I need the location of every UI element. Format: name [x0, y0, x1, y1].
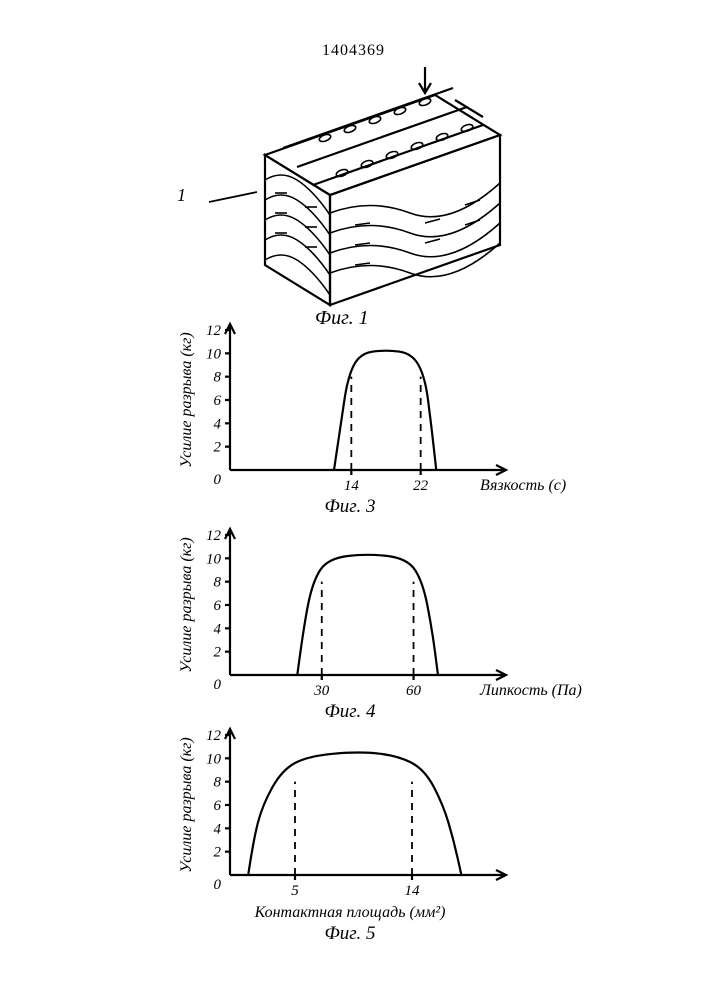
svg-text:4: 4	[214, 416, 222, 432]
svg-text:Фиг. 4: Фиг. 4	[325, 701, 376, 722]
fig1-drawing	[225, 85, 525, 310]
svg-text:Усилие разрыва (кг): Усилие разрыва (кг)	[178, 737, 195, 873]
svg-text:2: 2	[214, 440, 222, 456]
svg-text:4: 4	[214, 621, 222, 637]
svg-text:5: 5	[291, 883, 299, 899]
svg-text:14: 14	[405, 883, 421, 899]
svg-text:30: 30	[313, 683, 330, 699]
svg-text:0: 0	[214, 677, 222, 693]
svg-text:6: 6	[214, 393, 222, 409]
svg-text:Контактная площадь (мм²): Контактная площадь (мм²)	[254, 904, 446, 921]
svg-text:Усилие разрыва (кг): Усилие разрыва (кг)	[178, 332, 195, 468]
chart-fig3: 2 4 6 8 10 12 0 14 22 Усилие разрыва (кг) Вязкость…	[175, 320, 605, 545]
svg-text:22: 22	[413, 478, 429, 494]
svg-text:0: 0	[214, 877, 222, 893]
chart-fig5: 2 4 6 8 10 12 0 5 14 Усилие разрыва (кг) Контактна…	[175, 725, 605, 950]
patent-number: 1404369	[0, 42, 707, 60]
svg-text:8: 8	[214, 775, 222, 791]
svg-text:8: 8	[214, 370, 222, 386]
svg-text:Липкость (Па): Липкость (Па)	[479, 682, 582, 699]
svg-text:10: 10	[206, 551, 222, 567]
svg-text:6: 6	[214, 598, 222, 614]
svg-text:4: 4	[214, 821, 222, 837]
svg-text:10: 10	[206, 751, 222, 767]
svg-text:2: 2	[214, 845, 222, 861]
svg-text:14: 14	[344, 478, 360, 494]
svg-text:Усилие разрыва (кг): Усилие разрыва (кг)	[178, 537, 195, 673]
arrow-down-icon	[235, 65, 535, 105]
svg-text:12: 12	[206, 323, 222, 339]
svg-text:Вязкость (с): Вязкость (с)	[480, 477, 566, 494]
svg-text:2: 2	[214, 645, 222, 661]
svg-text:12: 12	[206, 528, 222, 544]
svg-text:6: 6	[214, 798, 222, 814]
svg-text:0: 0	[214, 472, 222, 488]
svg-text:60: 60	[406, 683, 422, 699]
svg-text:Фиг. 3: Фиг. 3	[325, 496, 376, 517]
svg-text:10: 10	[206, 346, 222, 362]
svg-text:8: 8	[214, 575, 222, 591]
chart-fig4: 2 4 6 8 10 12 0 30 60 Усилие разрыва (кг) Липкость…	[175, 525, 605, 750]
page: 1404369	[0, 0, 707, 1000]
callout-1: 1	[177, 185, 186, 206]
svg-text:Фиг. 5: Фиг. 5	[325, 923, 376, 944]
svg-text:12: 12	[206, 728, 222, 744]
figure-1: 1 Фиг. 1	[225, 85, 525, 310]
callout-leader	[187, 190, 257, 220]
